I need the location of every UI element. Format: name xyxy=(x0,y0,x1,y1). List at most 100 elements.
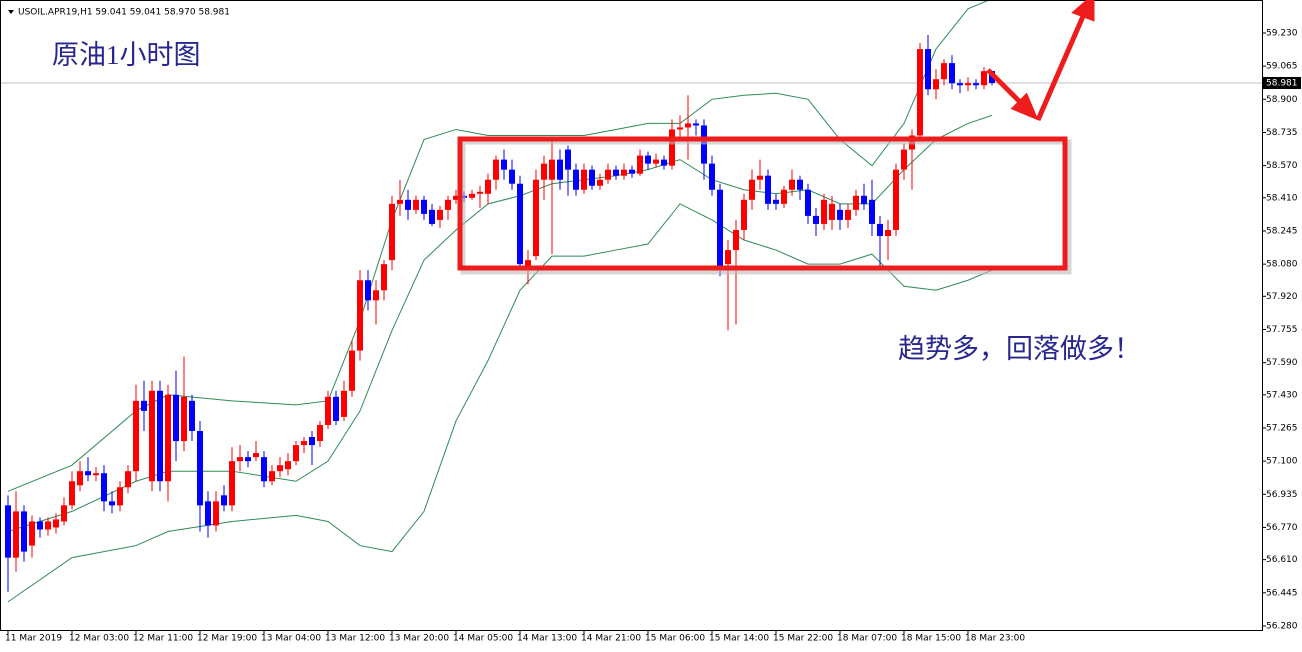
candle-body xyxy=(197,430,203,506)
candle-body xyxy=(301,441,307,446)
y-tick-label: 56.770 xyxy=(1266,523,1298,533)
candle-body xyxy=(581,169,587,190)
candle-body xyxy=(157,390,163,482)
band-upper xyxy=(7,1,989,492)
candle-body xyxy=(61,505,67,522)
candle-body xyxy=(949,63,955,84)
candle-body xyxy=(253,453,259,458)
chart-title: 原油1小时图 xyxy=(52,40,201,70)
candle-body xyxy=(869,199,875,224)
candle-body xyxy=(29,521,35,546)
y-tick-label: 56.610 xyxy=(1266,555,1298,565)
candle-body xyxy=(181,396,187,442)
candle-body xyxy=(77,471,83,486)
range-box xyxy=(457,136,1068,271)
candle-body xyxy=(629,169,635,174)
candle-body xyxy=(749,179,755,200)
candle-body xyxy=(173,394,179,442)
candle-body xyxy=(741,199,747,230)
x-tick-label: 18 Mar 23:00 xyxy=(965,634,1025,644)
candle-body xyxy=(445,199,451,210)
plot-area xyxy=(1,1,1262,603)
x-tick-label: 14 Mar 05:00 xyxy=(453,634,513,644)
candle-body xyxy=(237,457,243,462)
x-tick-label: 13 Mar 04:00 xyxy=(261,634,321,644)
candle-body xyxy=(645,155,651,164)
candle-body xyxy=(685,123,691,128)
candle-body xyxy=(413,199,419,210)
x-tick-label: 13 Mar 20:00 xyxy=(389,634,449,644)
y-tick-label: 58.245 xyxy=(1266,226,1298,236)
candle-body xyxy=(813,215,819,224)
candle-body xyxy=(821,199,827,224)
candle-body xyxy=(565,149,571,170)
candle-body xyxy=(429,209,435,224)
y-tick-label: 56.280 xyxy=(1266,621,1298,631)
candle-body xyxy=(901,149,907,170)
x-tick-label: 12 Mar 03:00 xyxy=(69,634,129,644)
candle-body xyxy=(669,129,675,166)
candle-body xyxy=(269,471,275,482)
candle-body xyxy=(877,223,883,236)
candle-body xyxy=(261,457,267,482)
candle-body xyxy=(213,501,219,526)
candle-body xyxy=(245,457,251,462)
candle-body xyxy=(189,400,195,431)
candle-body xyxy=(325,396,331,425)
x-tick-label: 18 Mar 15:00 xyxy=(901,634,961,644)
candle-body xyxy=(21,511,27,552)
y-tick-label: 56.935 xyxy=(1266,490,1298,500)
candle-body xyxy=(573,169,579,190)
arrow-head xyxy=(1010,92,1039,121)
candle-body xyxy=(69,481,75,506)
candle-body xyxy=(53,519,59,528)
y-tick-label: 57.430 xyxy=(1266,390,1298,400)
candle-body xyxy=(589,169,595,186)
candle-body xyxy=(925,49,931,90)
candle-body xyxy=(333,396,339,421)
candle-body xyxy=(165,394,171,482)
candle-body xyxy=(717,189,723,271)
candle-body xyxy=(389,203,395,261)
candle-body xyxy=(421,199,427,214)
candle-body xyxy=(853,195,859,210)
candle-body xyxy=(453,195,459,200)
candle-body xyxy=(845,209,851,220)
candle-body xyxy=(309,437,315,446)
candle-body xyxy=(541,163,547,180)
candle-body xyxy=(509,169,515,184)
arrow-line xyxy=(1035,13,1087,121)
candle-body xyxy=(533,179,539,257)
y-tick-label: 57.920 xyxy=(1266,292,1298,302)
arrow-line xyxy=(986,68,1024,106)
candle-body xyxy=(661,159,667,166)
candle-body xyxy=(477,191,483,194)
band-lower xyxy=(7,203,993,603)
candle-body xyxy=(757,175,763,180)
candle-body xyxy=(317,424,323,442)
candle-body xyxy=(829,203,835,220)
current-price-label: 58.981 xyxy=(1266,79,1298,89)
candle-body xyxy=(349,350,355,391)
candle-body xyxy=(525,260,531,271)
candle-body xyxy=(397,199,403,204)
candle-body xyxy=(517,183,523,265)
y-tick-label: 56.445 xyxy=(1266,588,1298,598)
candle-body xyxy=(965,83,971,86)
chart-header: USOIL.APR19,H1 59.041 59.041 58.970 58.9… xyxy=(18,8,230,18)
candle-body xyxy=(365,280,371,301)
candle-body xyxy=(885,229,891,236)
candle-body xyxy=(221,495,227,506)
candle-body xyxy=(677,127,683,130)
y-tick-label: 57.100 xyxy=(1266,457,1298,467)
candle-body xyxy=(621,169,627,176)
candle-body xyxy=(893,169,899,230)
menu-triangle xyxy=(8,10,14,14)
candle-body xyxy=(981,71,987,86)
candle-body xyxy=(597,179,603,186)
candle-body xyxy=(437,209,443,220)
candle-body xyxy=(765,175,771,204)
candle-body xyxy=(357,280,363,351)
candle-body xyxy=(205,501,211,526)
candle-body xyxy=(117,487,123,506)
